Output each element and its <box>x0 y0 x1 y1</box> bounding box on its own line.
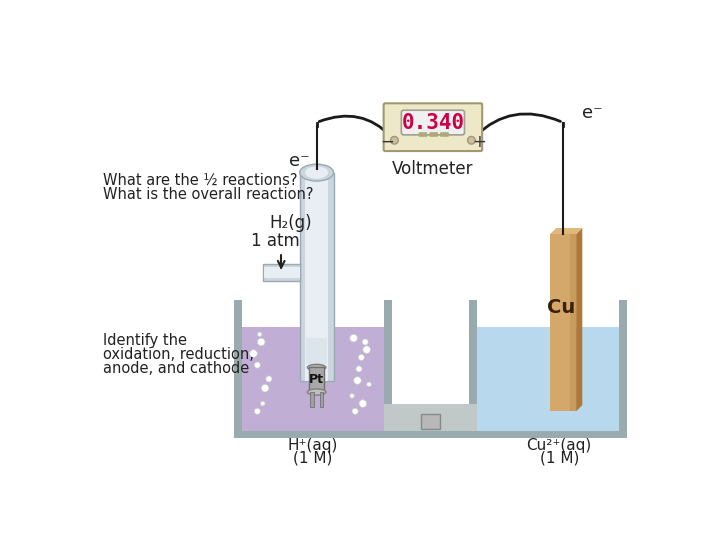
Circle shape <box>257 338 265 346</box>
Circle shape <box>350 334 357 342</box>
Circle shape <box>254 362 261 368</box>
Text: −: − <box>379 133 394 151</box>
Circle shape <box>254 408 261 414</box>
Bar <box>309 367 324 392</box>
Text: 0.340: 0.340 <box>401 113 464 133</box>
Bar <box>234 430 392 438</box>
Text: 1 atm: 1 atm <box>251 232 300 268</box>
Text: What is the overall reaction?: What is the overall reaction? <box>102 187 313 201</box>
Circle shape <box>359 400 366 408</box>
Text: (1 M): (1 M) <box>293 451 333 466</box>
Bar <box>469 430 627 438</box>
Text: H₂(g): H₂(g) <box>269 214 312 232</box>
Text: Cu²⁺(aq): Cu²⁺(aq) <box>526 438 592 454</box>
FancyBboxPatch shape <box>384 103 482 151</box>
Text: H⁺(aq): H⁺(aq) <box>287 438 338 454</box>
Ellipse shape <box>300 164 333 181</box>
Ellipse shape <box>307 389 326 395</box>
Text: anode, and cathode: anode, and cathode <box>102 361 249 376</box>
Circle shape <box>350 394 354 398</box>
Text: e⁻: e⁻ <box>582 104 603 122</box>
Bar <box>306 338 328 363</box>
Bar <box>384 300 392 438</box>
Circle shape <box>359 354 364 361</box>
Bar <box>263 264 300 281</box>
Circle shape <box>467 137 475 144</box>
Polygon shape <box>576 228 582 411</box>
Bar <box>384 403 477 430</box>
Circle shape <box>266 376 272 382</box>
Ellipse shape <box>307 364 326 370</box>
Circle shape <box>250 350 257 357</box>
Ellipse shape <box>305 166 328 179</box>
Bar <box>384 403 477 438</box>
Bar <box>264 267 300 278</box>
Bar <box>477 327 619 430</box>
Bar <box>300 173 333 381</box>
Text: What are the ½ reactions?: What are the ½ reactions? <box>102 173 297 188</box>
Circle shape <box>363 346 371 354</box>
Text: e⁻: e⁻ <box>289 152 310 170</box>
Bar <box>570 234 576 411</box>
Bar <box>305 180 328 381</box>
Text: Pt: Pt <box>309 373 324 386</box>
Polygon shape <box>550 228 582 234</box>
Bar <box>242 327 384 430</box>
Circle shape <box>356 366 362 372</box>
Text: Identify the: Identify the <box>102 333 186 348</box>
FancyBboxPatch shape <box>440 132 449 137</box>
Circle shape <box>354 377 361 384</box>
Bar <box>619 300 627 438</box>
Bar <box>320 392 323 408</box>
Circle shape <box>366 382 372 387</box>
FancyBboxPatch shape <box>429 132 438 137</box>
Text: oxidation, reduction,: oxidation, reduction, <box>102 347 253 362</box>
Circle shape <box>390 137 398 144</box>
Bar <box>310 392 314 408</box>
Text: Cu: Cu <box>547 298 575 317</box>
Circle shape <box>362 339 368 345</box>
Text: (1 M): (1 M) <box>539 451 579 466</box>
FancyBboxPatch shape <box>421 414 440 429</box>
FancyBboxPatch shape <box>401 110 464 135</box>
Circle shape <box>257 332 262 336</box>
Circle shape <box>261 401 265 406</box>
Text: Voltmeter: Voltmeter <box>392 160 474 178</box>
Circle shape <box>352 408 359 414</box>
Bar <box>234 300 242 438</box>
Circle shape <box>261 384 269 392</box>
Bar <box>469 300 477 438</box>
Bar <box>550 234 576 411</box>
Text: +: + <box>472 133 486 151</box>
FancyBboxPatch shape <box>418 132 427 137</box>
